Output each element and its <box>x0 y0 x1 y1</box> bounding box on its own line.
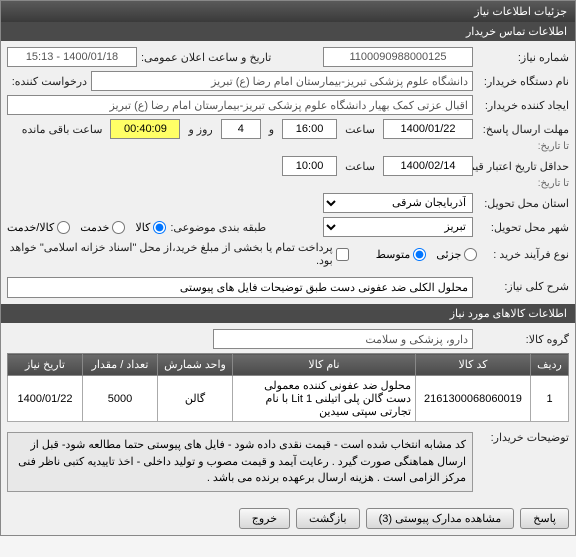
field-deadline-time[interactable] <box>282 119 337 139</box>
field-days-remaining <box>221 119 261 139</box>
label-and: و <box>265 123 278 136</box>
row-price-validity: حداقل تاریخ اعتبار قیمت: ساعت <box>7 154 569 178</box>
th-date: تاریخ نیاز <box>8 354 83 376</box>
th-name: نام کالا <box>233 354 416 376</box>
view-attachments-button[interactable]: مشاهده مدارک پیوستی (3) <box>366 508 515 529</box>
exit-button[interactable]: خروج <box>239 508 290 529</box>
field-buyer-org <box>91 71 473 91</box>
radio-goods-service[interactable]: کالا/خدمت <box>7 221 70 234</box>
row-deadline: مهلت ارسال پاسخ: ساعت و روز و 00:40:09 س… <box>7 117 569 141</box>
label-city: شهر محل تحویل: <box>477 221 569 234</box>
row-province: استان محل تحویل: آذربایجان شرقی <box>7 191 569 215</box>
row-general-desc: شرح کلی نیاز: محلول الکلی ضد عفونی دست ط… <box>7 275 569 300</box>
label-hour1: ساعت <box>341 123 379 136</box>
form-area-items: گروه کالا: ردیف کد کالا نام کالا واحد شم… <box>1 323 575 502</box>
th-code: کد کالا <box>416 354 531 376</box>
th-row: ردیف <box>531 354 569 376</box>
label-hour2: ساعت <box>341 160 379 173</box>
label-price-validity: حداقل تاریخ اعتبار قیمت: <box>477 160 569 173</box>
row-item-group: گروه کالا: <box>7 327 569 351</box>
field-buyer-desc: کد مشابه انتخاب شده است - قیمت نقدی داده… <box>7 432 473 492</box>
row-city: شهر محل تحویل: تبریز طبقه بندی موضوعی: ک… <box>7 215 569 239</box>
label-buyer-desc: توضیحات خریدار: <box>477 428 569 444</box>
back-button[interactable]: بازگشت <box>296 508 360 529</box>
label-subject-group: طبقه بندی موضوعی: <box>170 221 266 234</box>
field-item-group <box>213 329 473 349</box>
label-announce-datetime: تاریخ و ساعت اعلان عمومی: <box>141 51 271 64</box>
label-day: روز و <box>184 123 216 136</box>
row-to-date1: تا تاریخ: <box>7 141 569 154</box>
select-province[interactable]: آذربایجان شرقی <box>323 193 473 213</box>
radio-group-subject: کالا خدمت کالا/خدمت <box>7 221 166 234</box>
label-province: استان محل تحویل: <box>477 197 569 210</box>
label-remaining: ساعت باقی مانده <box>18 123 107 136</box>
items-table: ردیف کد کالا نام کالا واحد شمارش تعداد /… <box>7 353 569 422</box>
section-items-info-label: اطلاعات کالاهای مورد نیاز <box>450 308 567 320</box>
check-partial-payment[interactable]: پرداخت تمام یا بخشی از مبلغ خرید،از محل … <box>7 241 349 267</box>
section-buyer-contact-label: اطلاعات تماس خریدار <box>466 26 567 38</box>
field-creator <box>7 95 473 115</box>
cell-qty: 5000 <box>83 376 158 422</box>
label-need-number: شماره نیاز: <box>477 51 569 64</box>
answer-button[interactable]: پاسخ <box>520 508 569 529</box>
radio-group-purchase: جزئی متوسط <box>376 248 478 261</box>
window-title: جزئیات اطلاعات نیاز <box>474 6 567 18</box>
field-price-validity-time[interactable] <box>282 156 337 176</box>
radio-goods[interactable]: کالا <box>135 221 166 234</box>
field-need-number <box>323 47 473 67</box>
form-area-main: شماره نیاز: تاریخ و ساعت اعلان عمومی: نا… <box>1 41 575 304</box>
button-bar: پاسخ مشاهده مدارک پیوستی (3) بازگشت خروج <box>1 502 575 535</box>
label-requester: درخواست کننده‌: <box>7 75 87 88</box>
row-buyer-desc: توضیحات خریدار: کد مشابه انتخاب شده است … <box>7 426 569 498</box>
radio-service[interactable]: خدمت <box>80 221 125 234</box>
titlebar: جزئیات اطلاعات نیاز <box>1 1 575 22</box>
field-general-desc[interactable]: محلول الکلی ضد عفونی دست طبق توضیحات فای… <box>7 277 473 298</box>
row-buyer-org: نام دستگاه خریدار: درخواست کننده‌: <box>7 69 569 93</box>
label-item-group: گروه کالا: <box>477 333 569 346</box>
cell-row: 1 <box>531 376 569 422</box>
field-deadline-date[interactable] <box>383 119 473 139</box>
row-to-date2: تا تاریخ: <box>7 178 569 191</box>
label-buyer-org: نام دستگاه خریدار: <box>477 75 569 88</box>
row-purchase-type: نوع فرآیند خرید : جزئی متوسط پرداخت تمام… <box>7 239 569 269</box>
label-deadline: مهلت ارسال پاسخ: <box>477 123 569 136</box>
table-header-row: ردیف کد کالا نام کالا واحد شمارش تعداد /… <box>8 354 569 376</box>
field-price-validity-date[interactable] <box>383 156 473 176</box>
label-creator: ایجاد کننده خریدار: <box>477 99 569 112</box>
th-unit: واحد شمارش <box>158 354 233 376</box>
row-creator: ایجاد کننده خریدار: <box>7 93 569 117</box>
table-row[interactable]: 1 2161300068060019 محلول ضد عفونی کننده … <box>8 376 569 422</box>
label-purchase-type: نوع فرآیند خرید : <box>481 248 569 261</box>
label-to-date2: تا تاریخ: <box>477 178 569 189</box>
window-container: جزئیات اطلاعات نیاز اطلاعات تماس خریدار … <box>0 0 576 536</box>
cell-unit: گالن <box>158 376 233 422</box>
cell-code: 2161300068060019 <box>416 376 531 422</box>
radio-medium[interactable]: متوسط <box>376 248 427 261</box>
th-qty: تعداد / مقدار <box>83 354 158 376</box>
select-city[interactable]: تبریز <box>323 217 473 237</box>
radio-low[interactable]: جزئی <box>436 248 477 261</box>
field-announce-datetime <box>7 47 137 67</box>
field-time-remaining: 00:40:09 <box>110 119 180 139</box>
label-to-date1: تا تاریخ: <box>477 141 569 152</box>
cell-name: محلول ضد عفونی کننده معمولی دست گالن پلی… <box>233 376 416 422</box>
section-items-info: اطلاعات کالاهای مورد نیاز <box>1 304 575 323</box>
cell-date: 1400/01/22 <box>8 376 83 422</box>
row-need-number: شماره نیاز: تاریخ و ساعت اعلان عمومی: <box>7 45 569 69</box>
label-general-desc: شرح کلی نیاز: <box>477 277 569 293</box>
section-buyer-contact: اطلاعات تماس خریدار <box>1 22 575 41</box>
